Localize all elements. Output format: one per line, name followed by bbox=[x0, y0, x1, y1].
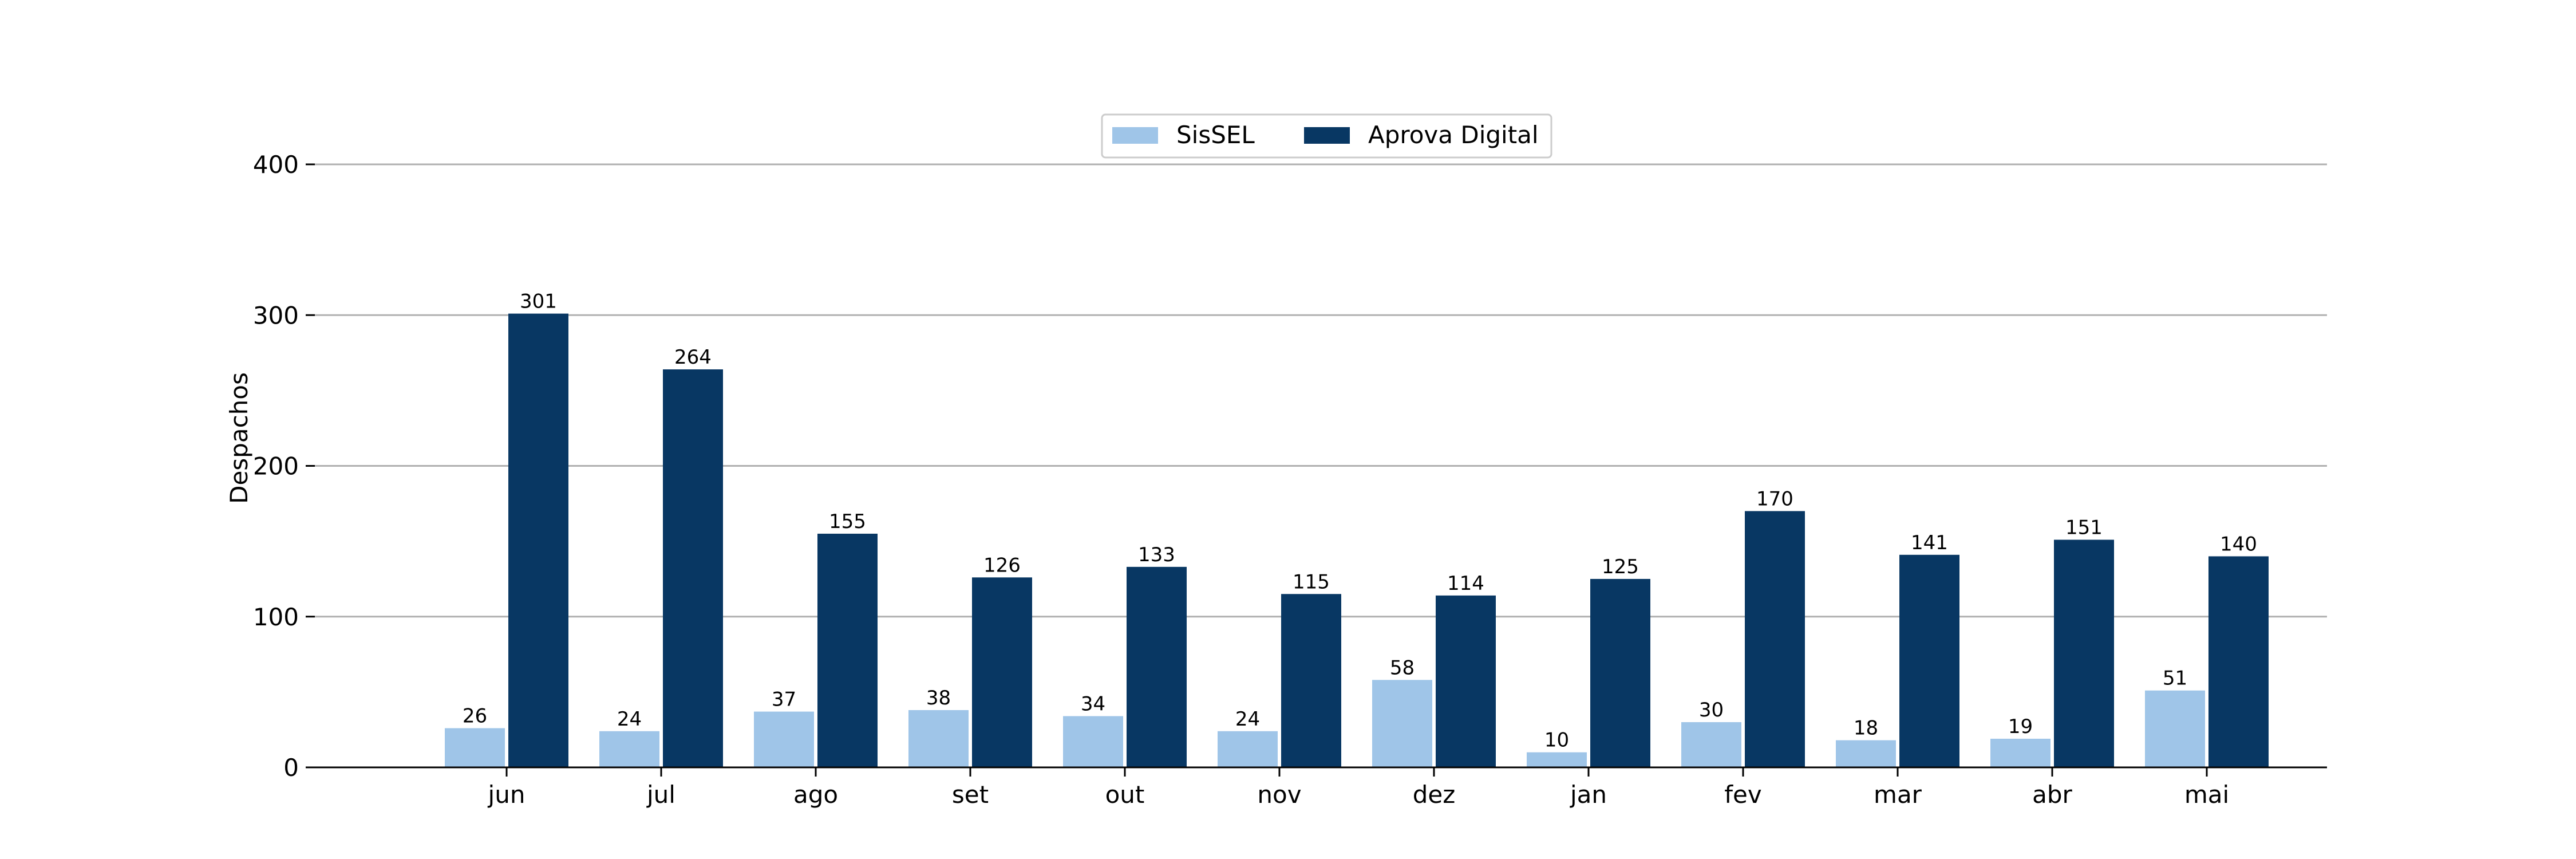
y-axis-label: Despachos bbox=[225, 372, 253, 504]
legend-swatch-aprova-digital bbox=[1304, 127, 1350, 144]
x-tick-label-fev: fev bbox=[1724, 781, 1761, 809]
data-labels: 26 301 24 264 37 155 38 126 34 133 24 115 58 114 10 125… bbox=[463, 290, 2257, 752]
data-label-aprova-digital-abr: 151 bbox=[2065, 516, 2103, 539]
legend-label-sissel: SisSEL bbox=[1176, 121, 1255, 149]
data-label-aprova-digital-nov: 115 bbox=[1293, 570, 1330, 593]
data-label-sissel-abr: 19 bbox=[2008, 715, 2033, 738]
bar-sissel-ago bbox=[754, 711, 814, 767]
bar-sissel-dez bbox=[1372, 680, 1432, 767]
y-tick-label-100: 100 bbox=[253, 603, 299, 631]
x-tick-label-dez: dez bbox=[1413, 781, 1456, 809]
bar-aprova-digital-set bbox=[972, 577, 1032, 767]
bar-sissel-nov bbox=[1218, 731, 1278, 767]
data-label-sissel-nov: 24 bbox=[1235, 708, 1260, 731]
data-label-sissel-ago: 37 bbox=[772, 688, 796, 711]
bar-aprova-digital-jan bbox=[1590, 578, 1650, 767]
bar-sissel-mai bbox=[2145, 690, 2205, 767]
x-tick-label-mar: mar bbox=[1874, 781, 1922, 809]
bar-aprova-digital-abr bbox=[2054, 539, 2114, 767]
bar-aprova-digital-mar bbox=[1899, 554, 1959, 767]
legend: SisSEL Aprova Digital bbox=[1101, 113, 1552, 159]
x-tick-label-abr: abr bbox=[2032, 781, 2072, 809]
data-label-aprova-digital-ago: 155 bbox=[829, 510, 866, 533]
data-label-aprova-digital-dez: 114 bbox=[1447, 572, 1484, 595]
x-tick-label-out: out bbox=[1105, 781, 1145, 809]
bar-sissel-jun bbox=[445, 728, 505, 767]
data-label-aprova-digital-jan: 125 bbox=[1602, 555, 1639, 578]
bar-sissel-abr bbox=[1990, 738, 2050, 767]
y-tick-label-300: 300 bbox=[253, 301, 299, 329]
axes: 0 100 200 300 400 jun jul ago set out nov dez jan fev… bbox=[253, 151, 2327, 809]
bar-sissel-fev bbox=[1681, 722, 1741, 767]
data-label-aprova-digital-fev: 170 bbox=[1756, 487, 1793, 510]
x-tick-label-mai: mai bbox=[2184, 781, 2229, 809]
x-tick-label-jun: jun bbox=[488, 781, 526, 809]
bar-aprova-digital-ago bbox=[817, 533, 878, 767]
data-label-sissel-set: 38 bbox=[926, 687, 951, 710]
legend-label-aprova-digital: Aprova Digital bbox=[1368, 121, 1539, 149]
data-label-aprova-digital-jul: 264 bbox=[674, 346, 712, 369]
bar-sissel-jul bbox=[599, 731, 659, 767]
y-tick-label-0: 0 bbox=[283, 754, 299, 782]
data-label-aprova-digital-mar: 141 bbox=[1911, 531, 1948, 554]
x-tick-label-nov: nov bbox=[1257, 781, 1301, 809]
data-label-sissel-out: 34 bbox=[1081, 692, 1105, 715]
x-tick-label-ago: ago bbox=[793, 781, 838, 809]
grid-lines bbox=[315, 163, 2327, 618]
bar-aprova-digital-dez bbox=[1436, 595, 1496, 767]
data-label-sissel-mai: 51 bbox=[2163, 667, 2187, 690]
data-label-sissel-fev: 30 bbox=[1699, 699, 1724, 722]
x-tick-label-jul: jul bbox=[646, 781, 675, 809]
legend-swatch-sissel bbox=[1112, 127, 1158, 144]
x-tick-label-jan: jan bbox=[1570, 781, 1607, 809]
data-label-sissel-dez: 58 bbox=[1390, 656, 1415, 679]
bar-sissel-jan bbox=[1527, 752, 1587, 767]
bar-aprova-digital-mai bbox=[2208, 556, 2269, 767]
data-label-aprova-digital-out: 133 bbox=[1138, 543, 1175, 566]
bar-aprova-digital-fev bbox=[1745, 511, 1805, 767]
data-label-sissel-mar: 18 bbox=[1854, 717, 1878, 740]
data-label-sissel-jan: 10 bbox=[1544, 729, 1569, 752]
bar-aprova-digital-nov bbox=[1281, 594, 1341, 767]
bar-aprova-digital-jun bbox=[508, 313, 568, 767]
data-label-aprova-digital-jun: 301 bbox=[520, 290, 557, 313]
data-label-sissel-jun: 26 bbox=[463, 705, 487, 728]
bar-sissel-set bbox=[908, 710, 969, 767]
x-tick-label-set: set bbox=[952, 781, 989, 809]
bar-sissel-mar bbox=[1836, 740, 1896, 767]
bar-aprova-digital-out bbox=[1127, 566, 1187, 767]
data-label-aprova-digital-set: 126 bbox=[983, 554, 1021, 577]
data-label-sissel-jul: 24 bbox=[617, 708, 642, 731]
bar-aprova-digital-jul bbox=[663, 369, 723, 767]
bar-sissel-out bbox=[1063, 716, 1123, 767]
data-label-aprova-digital-mai: 140 bbox=[2220, 533, 2257, 555]
y-tick-label-400: 400 bbox=[253, 151, 299, 179]
y-tick-label-200: 200 bbox=[253, 452, 299, 480]
bars bbox=[445, 313, 2269, 767]
